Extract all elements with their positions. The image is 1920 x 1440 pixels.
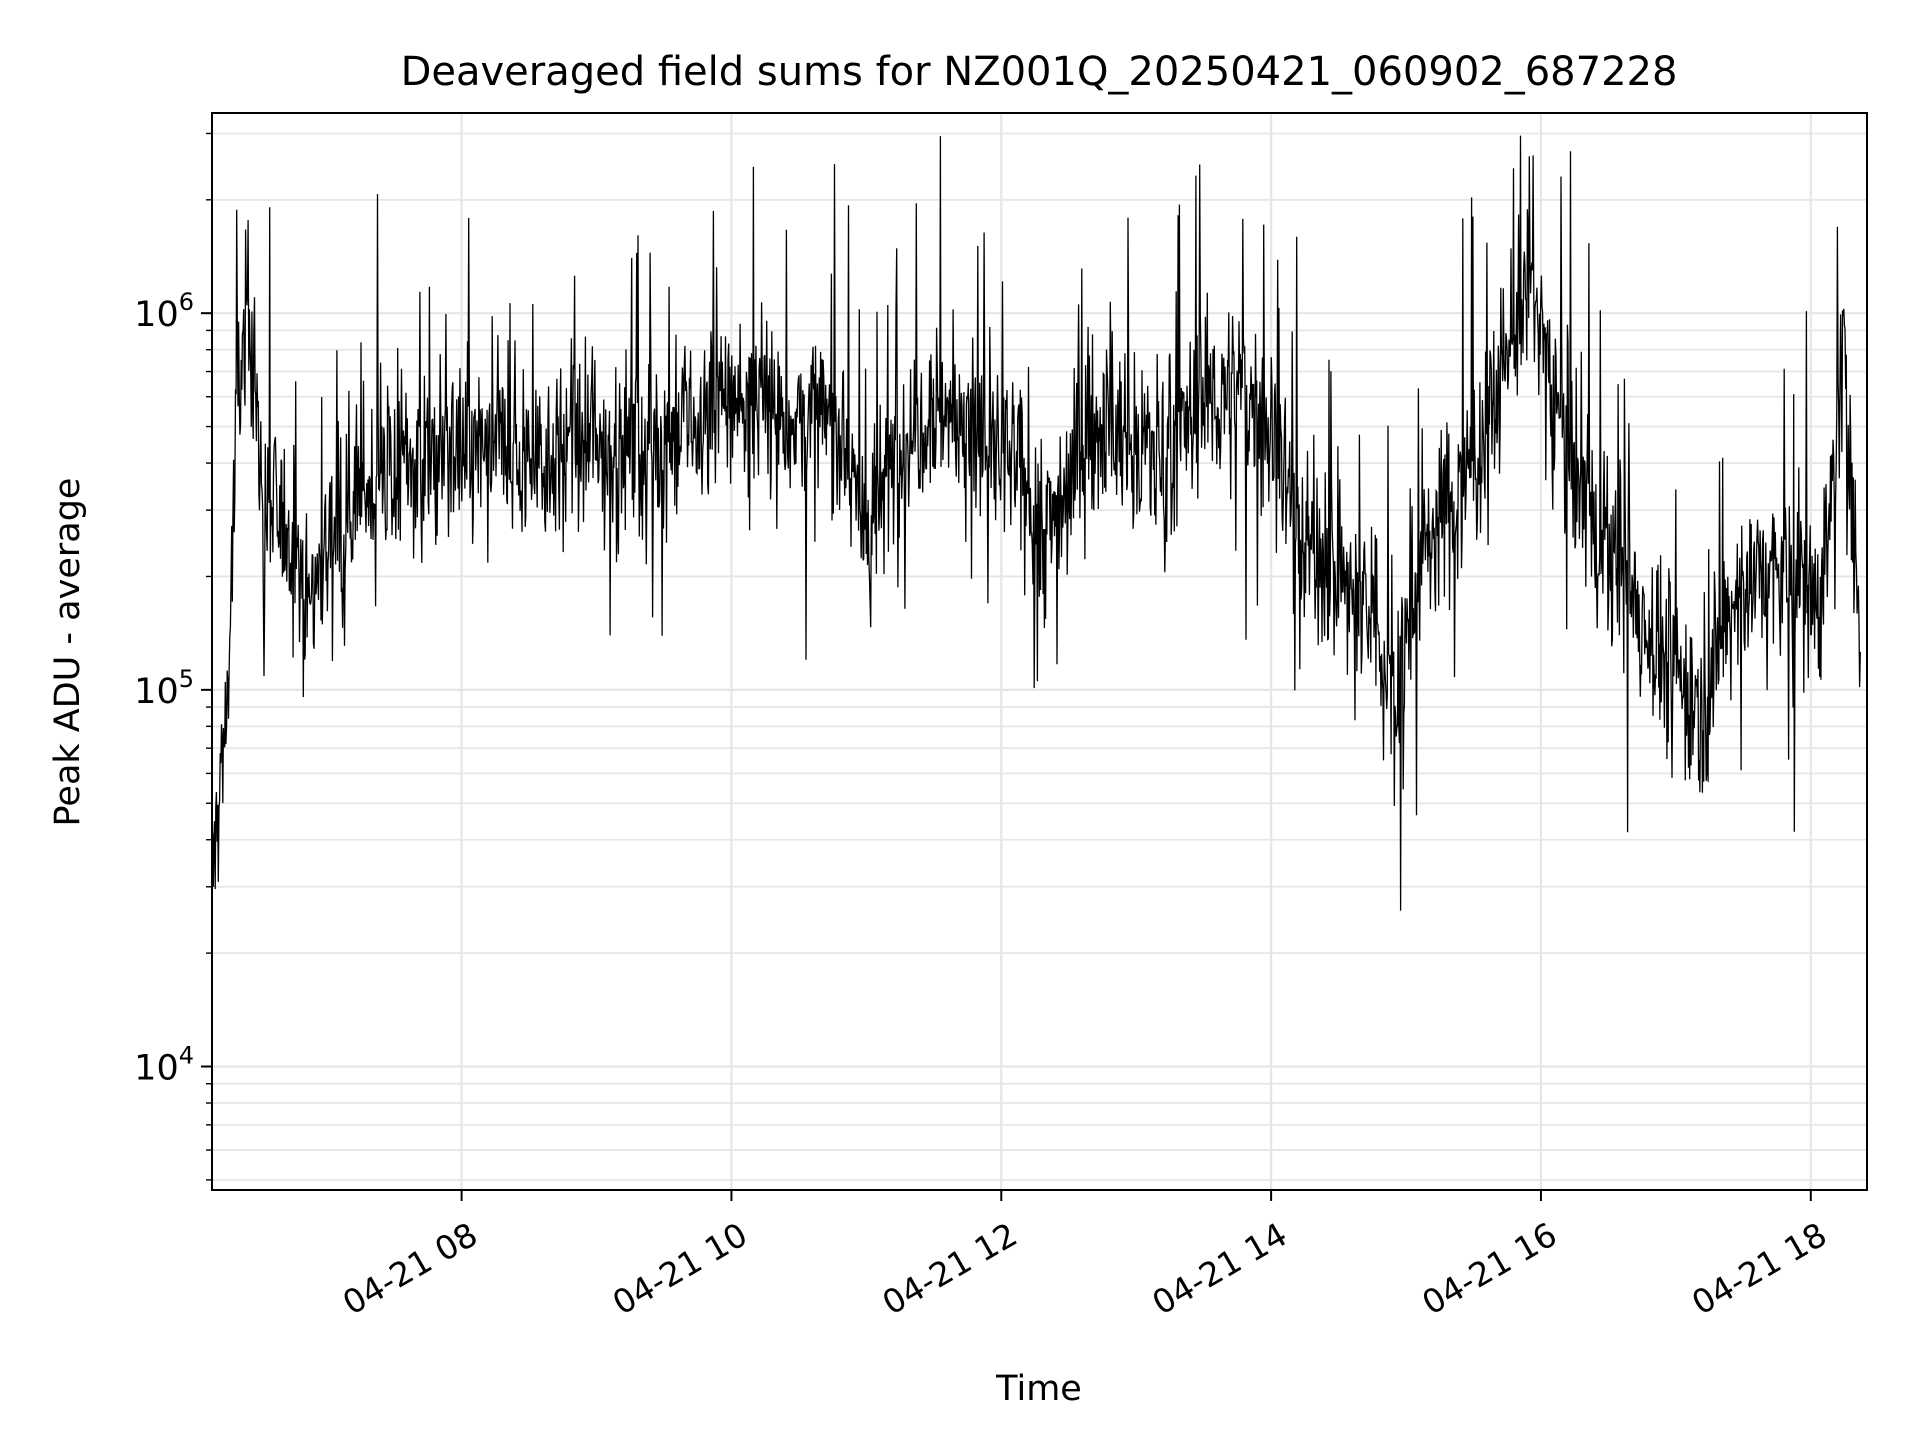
grid xyxy=(212,113,1867,1190)
y-tick-label: 105 xyxy=(134,665,194,712)
y-tick-label: 104 xyxy=(134,1041,194,1088)
plot-frame xyxy=(211,112,1868,1191)
chart-title: Deaveraged field sums for NZ001Q_2025042… xyxy=(401,49,1678,95)
data-series-line xyxy=(211,135,1861,911)
x-axis-label: Time xyxy=(995,1369,1082,1409)
data-line-layer xyxy=(211,135,1861,911)
y-axis-label: Peak ADU - average xyxy=(48,478,88,827)
y-tick-label: 106 xyxy=(134,288,194,335)
